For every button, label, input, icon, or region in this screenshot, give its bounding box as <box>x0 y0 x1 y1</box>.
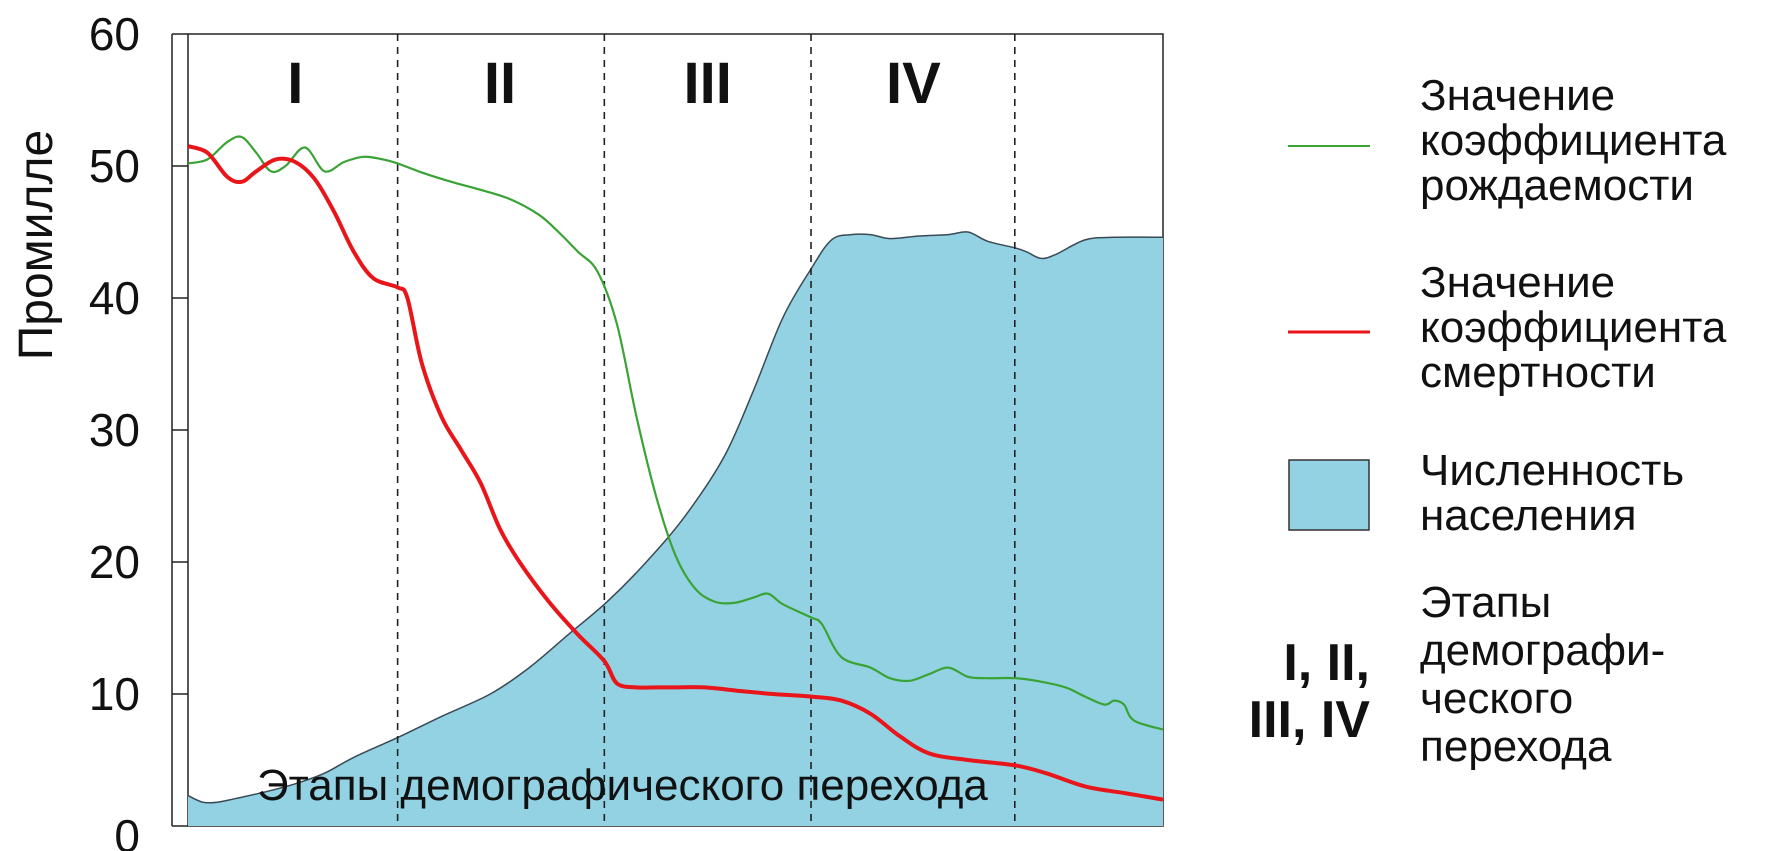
legend-entry-3-text: Численность <box>1420 446 1684 495</box>
population-edge-line <box>187 231 1164 804</box>
legend-entry-2-text: смертности <box>1420 348 1656 397</box>
y-tick-label: 30 <box>89 404 140 456</box>
legend-entry-3-text: населения <box>1420 491 1637 540</box>
legend-entry-1-text: коэффициента <box>1420 116 1727 165</box>
legend-entry-4-text: перехода <box>1420 722 1612 771</box>
y-tick-label: 40 <box>89 272 140 324</box>
legend: I, II,III, IVЗначениекоэффициентарождаем… <box>1249 71 1727 771</box>
y-tick-label: 10 <box>89 668 140 720</box>
legend-entry-4-text: демографи- <box>1420 626 1665 675</box>
y-axis-label: Промилле <box>10 130 63 360</box>
legend-stage-symbol-line: III, IV <box>1249 691 1371 749</box>
birth-rate-line <box>187 135 1164 731</box>
legend-population-swatch <box>1288 459 1370 531</box>
death-rate-line <box>187 144 1164 802</box>
y-tick-label: 60 <box>89 8 140 60</box>
legend-entry-4-text: ческого <box>1420 674 1573 723</box>
stage-label-ii: II <box>484 51 516 116</box>
stage-label-iii: III <box>684 51 732 116</box>
legend-entry-4-text: Этапы <box>1420 578 1551 627</box>
legend-entry-1-text: Значение <box>1420 71 1615 120</box>
y-tick-label: 20 <box>89 536 140 588</box>
plot-area: I II III IV <box>187 33 1164 827</box>
legend-entry-2-text: Значение <box>1420 258 1615 307</box>
y-tick-label: 50 <box>89 140 140 192</box>
stage-label-iv: IV <box>886 51 941 116</box>
y-axis: 0 10 20 30 40 50 60 <box>89 8 188 851</box>
legend-entry-2-text: коэффициента <box>1420 303 1727 352</box>
legend-stage-symbol-line: I, II, <box>1283 634 1370 692</box>
stage-label-i: I <box>287 51 303 116</box>
legend-entry-1-text: рождаемости <box>1420 161 1694 210</box>
y-tick-label: 0 <box>114 810 140 851</box>
x-axis-label: Этапы демографического перехода <box>257 761 988 810</box>
